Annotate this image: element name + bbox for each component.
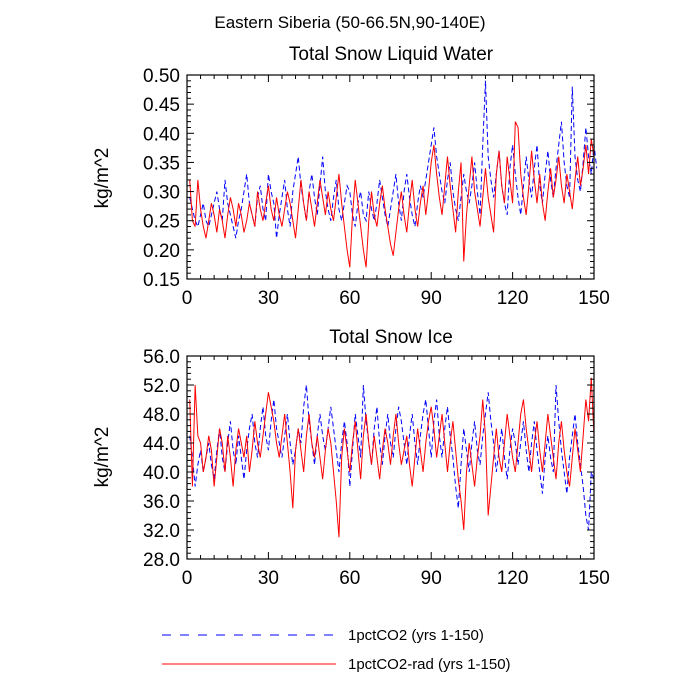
x-tick-label: 120	[497, 288, 529, 309]
x-tick-label: 60	[339, 288, 360, 309]
y-tick-label: 0.30	[143, 183, 180, 204]
x-tick-label: 150	[578, 568, 610, 589]
y-tick-label: 0.45	[143, 95, 180, 116]
legend-label-1pctco2: 1pctCO2 (yrs 1-150)	[348, 627, 484, 644]
y-tick-label: 0.50	[143, 66, 180, 87]
plot-frame	[186, 74, 595, 280]
x-tick-label: 150	[578, 288, 610, 309]
series-line-1pctco2	[189, 80, 598, 239]
panel-snow-liquid-water: Total Snow Liquid Water kg/m^2 0 30 60 90 12…	[92, 44, 610, 309]
x-tick-label: 30	[258, 288, 279, 309]
x-tick-label: 90	[421, 568, 442, 589]
x-tick-label: 30	[258, 568, 279, 589]
y-tick-label: 0.20	[143, 241, 180, 262]
y-tick-label: 0.15	[143, 270, 180, 291]
series-line-1pctco2-rad	[189, 377, 595, 538]
y-tick-label: 36.0	[143, 492, 180, 513]
x-tick-label: 0	[182, 288, 193, 309]
y-axis-label: kg/m^2	[92, 427, 113, 488]
y-tick-label: 56.0	[143, 347, 180, 368]
x-tick-label: 0	[182, 568, 193, 589]
y-tick-label: 52.0	[143, 376, 180, 397]
y-tick-label: 0.25	[143, 212, 180, 233]
y-tick-label: 40.0	[143, 463, 180, 484]
legend-label-1pctco2-rad: 1pctCO2-rad (yrs 1-150)	[348, 656, 511, 673]
y-tick-label: 0.35	[143, 153, 180, 174]
x-tick-label: 90	[421, 288, 442, 309]
x-tick-label: 120	[497, 568, 529, 589]
y-tick-label: 0.40	[143, 124, 180, 145]
series-line-1pctco2-rad	[189, 121, 595, 268]
x-tick-label: 60	[339, 568, 360, 589]
legend: 1pctCO2 (yrs 1-150) 1pctCO2-rad (yrs 1-1…	[162, 627, 511, 673]
y-axis-label: kg/m^2	[92, 148, 113, 209]
y-tick-label: 28.0	[143, 550, 180, 571]
y-tick-label: 32.0	[143, 521, 180, 542]
figure-title: Eastern Siberia (50-66.5N,90-140E)	[214, 13, 485, 32]
y-tick-label: 44.0	[143, 434, 180, 455]
y-tick-label: 48.0	[143, 405, 180, 426]
panel-snow-ice: Total Snow Ice kg/m^2 0 30 60 90 120 150 28.0 3…	[92, 327, 610, 589]
panel-title: Total Snow Ice	[329, 327, 453, 348]
panel-title: Total Snow Liquid Water	[289, 44, 494, 65]
